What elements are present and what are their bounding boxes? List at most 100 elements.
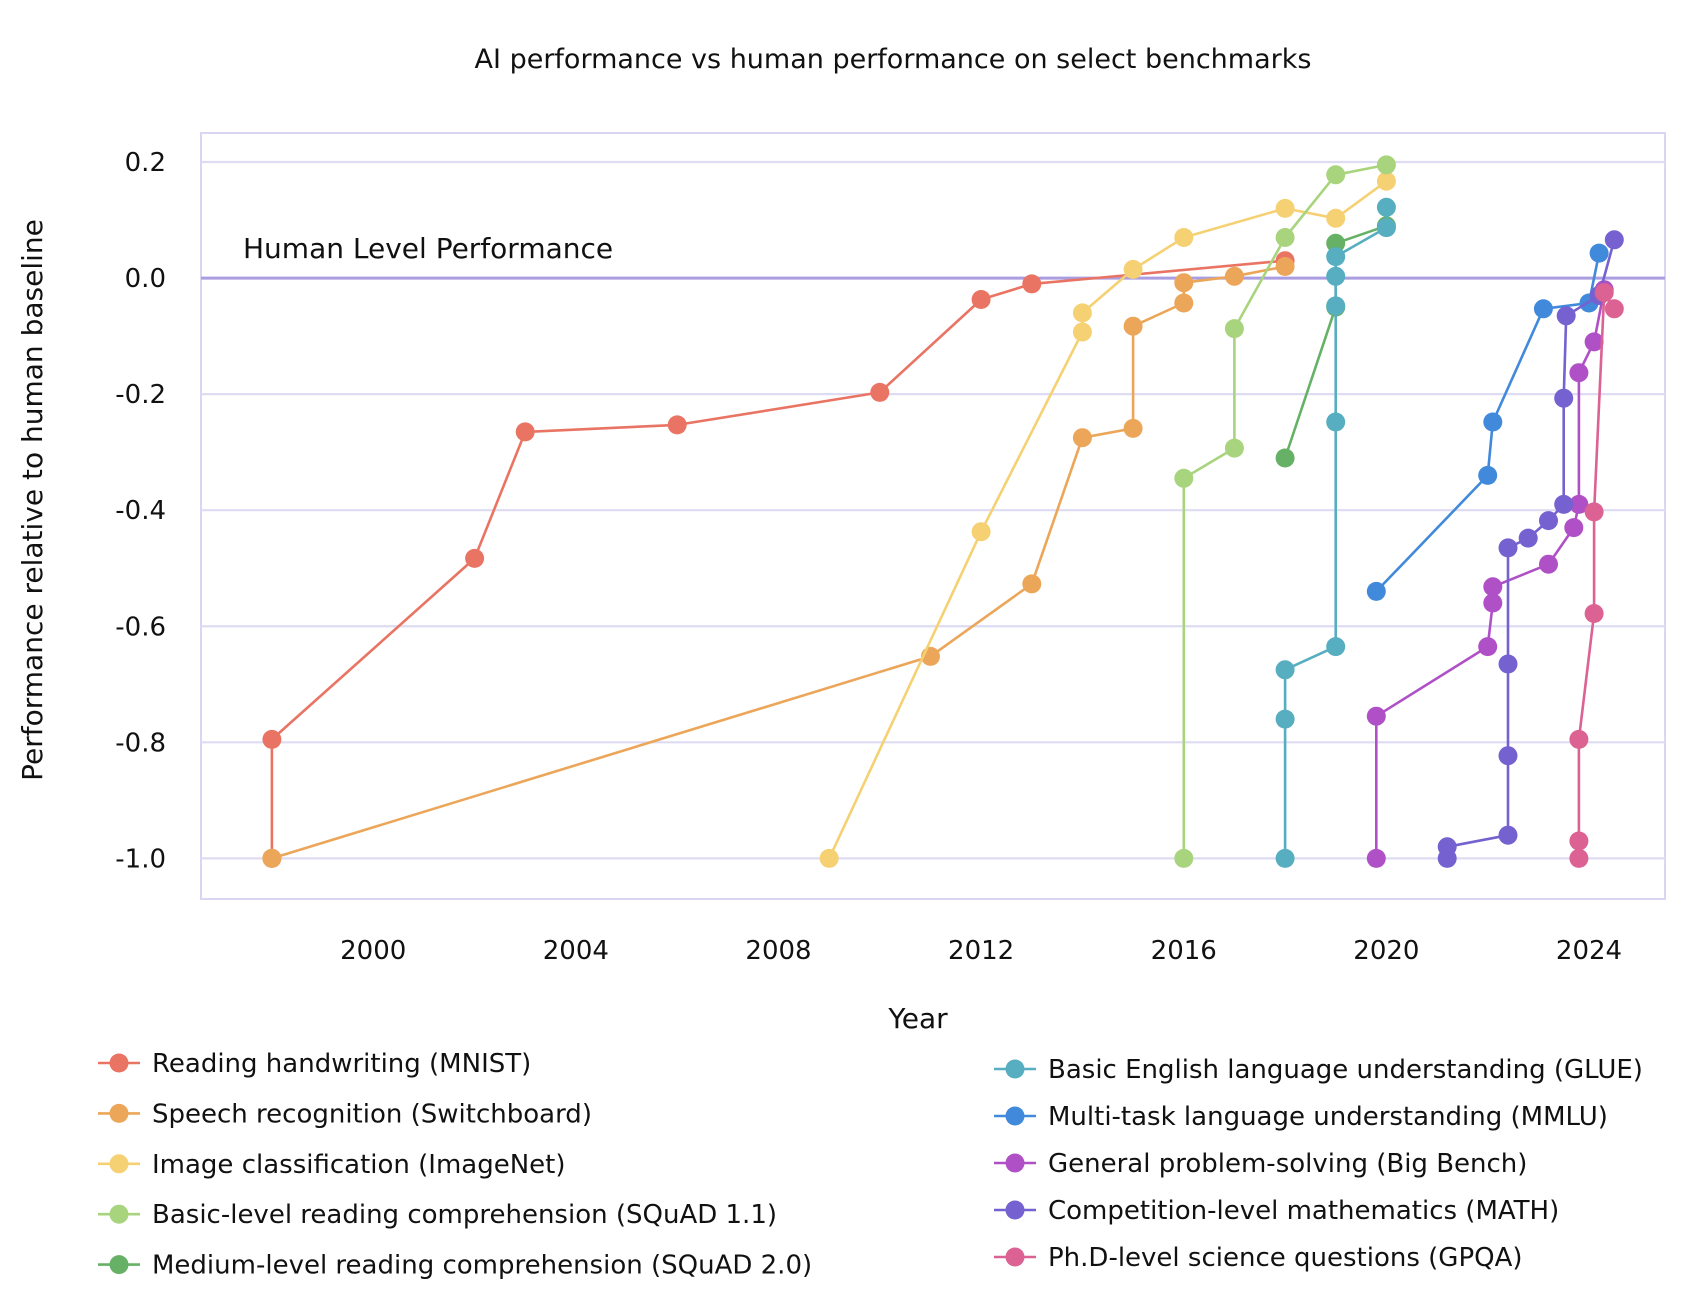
data-point	[1539, 511, 1558, 531]
series-line	[1283, 207, 1388, 859]
data-point	[1594, 283, 1614, 303]
series-4	[1174, 155, 1396, 868]
data-point	[1326, 296, 1346, 316]
data-point	[1554, 494, 1574, 514]
legend-item: Multi-task language understanding (MMLU)	[994, 1102, 1608, 1132]
legend-item: Reading handwriting (MNIST)	[98, 1049, 531, 1079]
data-point	[1564, 518, 1584, 538]
data-point	[667, 415, 687, 435]
data-point	[1569, 729, 1589, 749]
legend-marker	[109, 1154, 129, 1174]
data-point	[1376, 155, 1396, 175]
data-point	[1483, 412, 1503, 432]
legend-label: Reading handwriting (MNIST)	[152, 1049, 531, 1079]
legend-marker	[109, 1053, 129, 1073]
data-point	[971, 522, 991, 542]
legend: Reading handwriting (MNIST) Speech recogn…	[98, 1049, 1643, 1281]
x-tick-label: 2012	[948, 936, 1014, 966]
x-tick-label: 2008	[745, 936, 811, 966]
legend-marker	[1005, 1059, 1025, 1079]
data-point	[1569, 831, 1589, 851]
legend-label: Speech recognition (Switchboard)	[152, 1099, 592, 1129]
data-point	[465, 548, 485, 568]
series-group	[262, 155, 1624, 868]
data-point	[1072, 428, 1092, 448]
data-point	[1584, 604, 1604, 623]
data-point	[1123, 316, 1143, 336]
x-tick-label: 2000	[340, 936, 406, 966]
data-point	[1498, 654, 1518, 674]
legend-item: Basic English language understanding (GL…	[994, 1055, 1643, 1085]
data-point	[870, 382, 890, 402]
legend-item: General problem-solving (Big Bench)	[994, 1149, 1527, 1179]
x-tick-label: 2004	[543, 936, 609, 966]
data-point	[1275, 448, 1295, 468]
y-tick-label: -0.6	[115, 612, 166, 642]
legend-label: Ph.D-level science questions (GPQA)	[1048, 1243, 1523, 1273]
data-point	[1437, 837, 1457, 857]
legend-marker	[1005, 1106, 1025, 1126]
legend-item: Basic-level reading comprehension (SQuAD…	[98, 1200, 777, 1230]
data-point	[1584, 332, 1604, 352]
data-point	[1376, 171, 1396, 191]
data-point	[1326, 412, 1346, 432]
data-point	[819, 848, 839, 868]
x-axis-ticks: 2000 2004 2008 2012 2016 2020 2024	[340, 936, 1622, 966]
data-point	[1498, 825, 1518, 845]
data-point	[1569, 494, 1589, 514]
series-7	[1366, 243, 1609, 601]
data-point	[1478, 465, 1498, 485]
data-point	[1326, 247, 1346, 267]
data-point	[1326, 266, 1346, 286]
x-tick-label: 2016	[1151, 936, 1217, 966]
data-point	[1072, 303, 1092, 323]
data-point	[1224, 319, 1244, 339]
plot-area: Human Level Performance	[200, 132, 1666, 900]
data-point	[1275, 257, 1295, 276]
data-point	[1174, 468, 1194, 488]
plot-frame	[200, 132, 1666, 900]
data-point	[971, 290, 991, 309]
legend-item: Image classification (ImageNet)	[98, 1150, 566, 1180]
legend-label: General problem-solving (Big Bench)	[1048, 1149, 1527, 1179]
legend-label: Basic-level reading comprehension (SQuAD…	[152, 1200, 777, 1230]
data-point	[1174, 228, 1194, 247]
data-point	[1483, 593, 1503, 613]
data-point	[1275, 709, 1295, 729]
data-point	[1498, 538, 1518, 558]
data-point	[262, 848, 282, 868]
chart-title: AI performance vs human performance on s…	[475, 44, 1312, 75]
legend-label: Image classification (ImageNet)	[152, 1150, 566, 1180]
legend-marker	[1005, 1200, 1025, 1220]
y-tick-label: 0.0	[125, 264, 166, 294]
data-point	[1275, 228, 1295, 247]
series-line	[1445, 239, 1616, 859]
data-point	[1539, 554, 1558, 574]
y-axis-ticks: 0.2 0.0 -0.2 -0.4 -0.6 -0.8 -1.0	[115, 148, 166, 874]
data-point	[1326, 165, 1346, 185]
legend-item: Speech recognition (Switchboard)	[98, 1099, 592, 1129]
data-point	[1224, 266, 1244, 286]
data-point	[1275, 848, 1295, 868]
data-point	[1275, 198, 1295, 218]
data-point	[515, 422, 535, 442]
x-tick-label: 2020	[1353, 936, 1419, 966]
data-point	[1174, 848, 1194, 868]
data-point	[1478, 637, 1498, 657]
human-level-label: Human Level Performance	[243, 232, 613, 265]
series-line	[271, 265, 1286, 860]
y-tick-label: -0.2	[115, 380, 166, 410]
legend-label: Medium-level reading comprehension (SQuA…	[152, 1251, 812, 1281]
y-tick-label: -0.8	[115, 728, 166, 758]
series-10	[1569, 283, 1624, 868]
legend-marker	[109, 1204, 129, 1224]
data-point	[1554, 388, 1574, 408]
series-6	[1275, 197, 1396, 868]
data-point	[1366, 706, 1386, 726]
data-point	[1533, 299, 1553, 319]
y-tick-label: 0.2	[125, 148, 166, 178]
data-point	[1326, 208, 1346, 228]
data-point	[1498, 746, 1518, 766]
data-point	[1569, 848, 1589, 868]
